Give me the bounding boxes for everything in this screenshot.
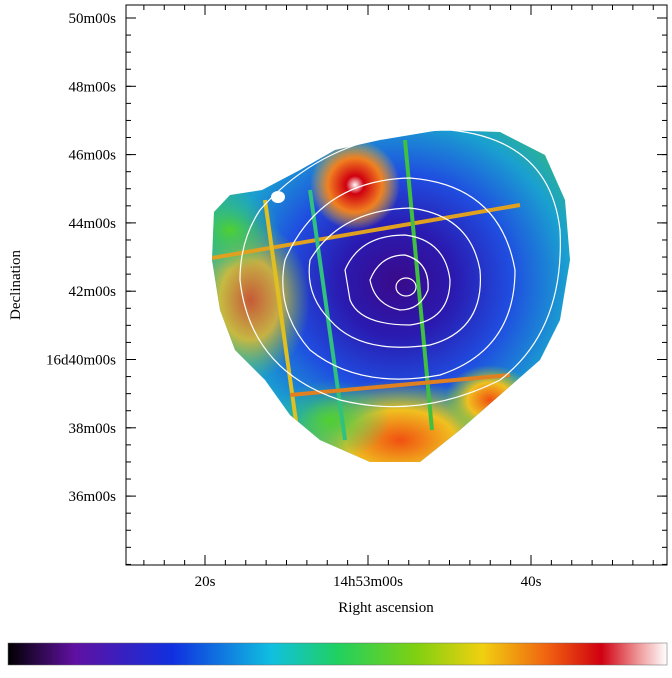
x-tick-label: 20s: [195, 574, 216, 590]
x-tick-label: 40s: [521, 574, 542, 590]
y-axis-label: Declination: [8, 250, 24, 320]
x-tick-label: 14h53m00s: [333, 574, 403, 590]
y-tick-label: 48m00s: [68, 79, 116, 95]
x-axis-label: Right ascension: [338, 600, 434, 616]
y-tick-label: 38m00s: [68, 421, 116, 437]
intensity-map: [212, 130, 570, 462]
colorbar: [7, 642, 668, 666]
y-tick-label: 46m00s: [68, 148, 116, 164]
y-tick-label: 42m00s: [68, 284, 116, 300]
y-tick-label: 16d40m00s: [46, 353, 116, 369]
contours: [239, 129, 561, 408]
y-tick-label: 36m00s: [68, 489, 116, 505]
y-tick-label: 44m00s: [68, 216, 116, 232]
y-tick-label: 50m00s: [68, 11, 116, 27]
plot-frame: [125, 4, 668, 566]
